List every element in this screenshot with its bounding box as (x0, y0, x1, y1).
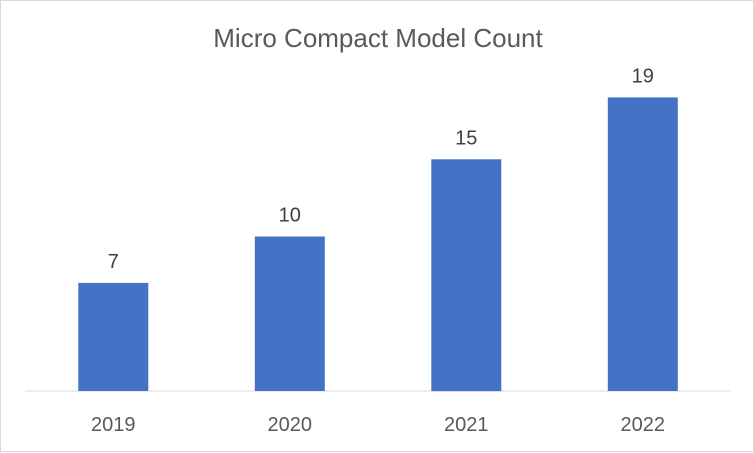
data-label-2022: 19 (632, 65, 654, 87)
bar-2019 (78, 282, 149, 391)
data-label-2020: 10 (279, 205, 301, 227)
bar-2021 (431, 159, 502, 392)
data-label-2019: 7 (108, 251, 119, 273)
x-tick-label-2019: 2019 (91, 414, 136, 436)
x-tick-label-2020: 2020 (268, 414, 313, 436)
x-tick-label-2022: 2022 (621, 414, 666, 436)
bar-2020 (254, 236, 325, 391)
x-tick-label-2021: 2021 (444, 414, 489, 436)
chart-title: Micro Compact Model Count (213, 23, 543, 53)
data-label-2021: 15 (455, 127, 477, 149)
bar-2022 (607, 97, 678, 392)
